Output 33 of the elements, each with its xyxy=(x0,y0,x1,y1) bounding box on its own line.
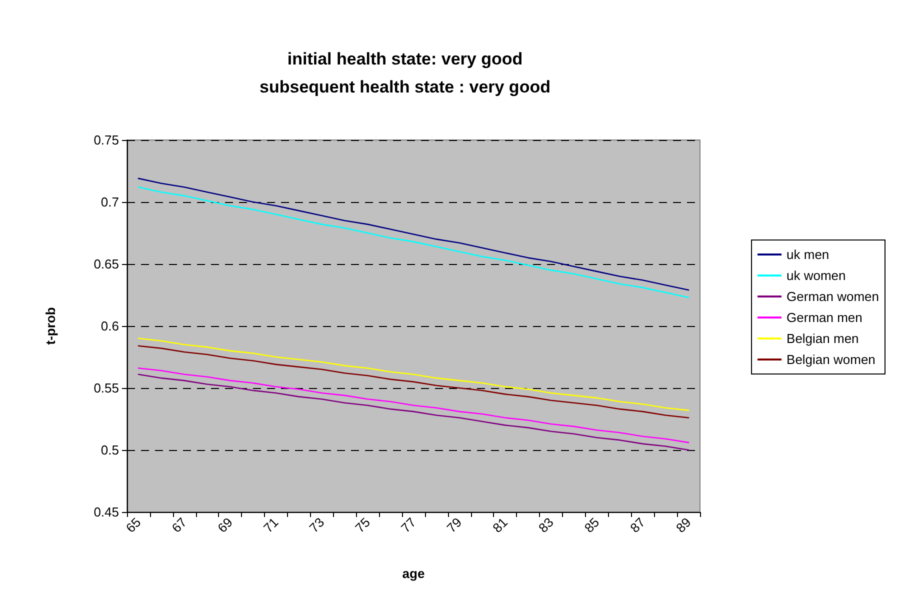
y-tick-label: 0.55 xyxy=(94,380,119,396)
y-tick-label: 0.75 xyxy=(94,132,119,148)
x-tick-label: 89 xyxy=(673,514,694,536)
legend-label: uk men xyxy=(786,247,830,262)
legend-label: German men xyxy=(786,310,862,325)
y-tick-label: 0.5 xyxy=(100,442,119,458)
y-tick-label: 0.6 xyxy=(100,318,119,334)
x-tick-label: 83 xyxy=(535,514,556,536)
x-tick-label: 79 xyxy=(444,514,465,536)
x-tick-label: 65 xyxy=(122,514,144,536)
x-tick-label: 71 xyxy=(260,514,282,536)
x-tick-label: 81 xyxy=(490,514,510,536)
legend-label: German women xyxy=(786,289,880,304)
x-axis-title: age xyxy=(402,566,425,581)
y-tick-label: 0.7 xyxy=(100,194,119,210)
x-tick-label: 73 xyxy=(306,514,328,536)
line-series xyxy=(138,338,690,411)
x-tick-label: 85 xyxy=(581,514,602,536)
line-series xyxy=(138,345,690,418)
y-tick-label: 0.45 xyxy=(94,504,119,520)
line-series xyxy=(138,368,690,444)
y-axis-title: t-prob xyxy=(43,307,58,345)
x-tick-label: 75 xyxy=(352,514,373,536)
x-tick-label: 77 xyxy=(398,514,419,536)
x-tick-label: 67 xyxy=(168,514,190,536)
legend-label: Belgian women xyxy=(786,352,876,367)
legend-label: uk women xyxy=(786,268,846,283)
legend-label: Belgian men xyxy=(786,331,859,346)
chart-title: initial health state: very good subsequent health state : very good xyxy=(260,50,550,96)
x-tick-label: 87 xyxy=(627,514,648,536)
x-tick-label: 69 xyxy=(214,514,236,536)
line-series xyxy=(138,374,690,451)
y-tick-label: 0.65 xyxy=(94,256,119,272)
